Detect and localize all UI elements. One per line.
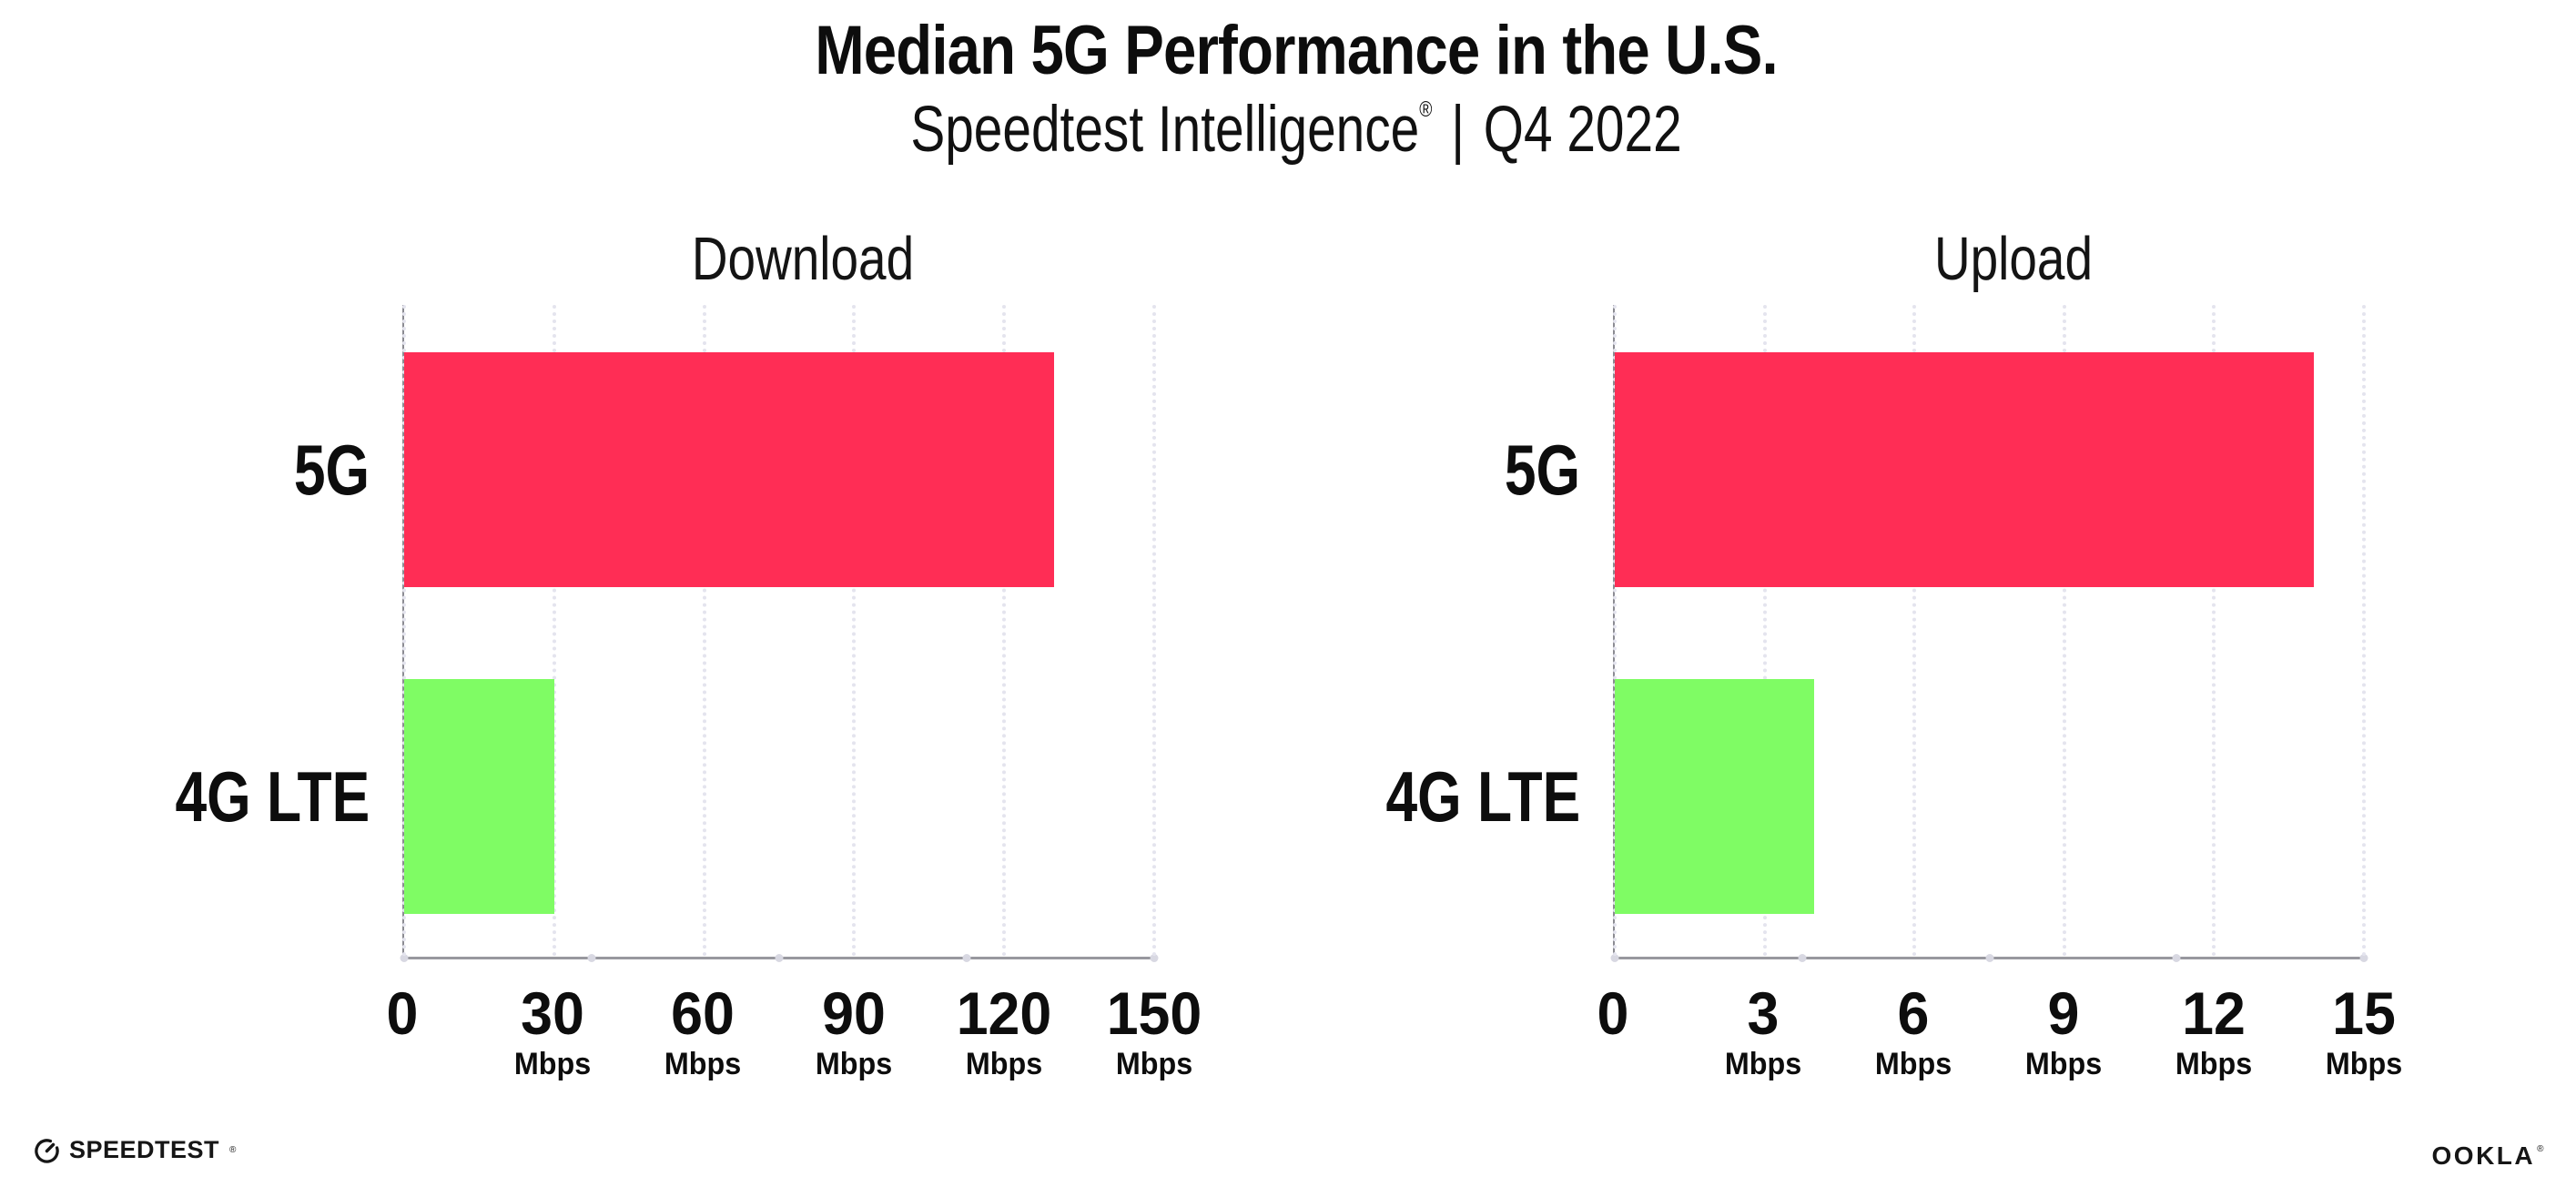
bar-4g-lte — [1615, 679, 1815, 914]
axis-tick-dot — [2359, 954, 2368, 962]
x-tick-unit: Mbps — [2024, 1047, 2103, 1081]
ookla-wordmark: OOKLA — [2431, 1141, 2536, 1170]
speedtest-wordmark: SPEEDTEST — [69, 1136, 220, 1163]
bar-5g — [404, 352, 1055, 587]
x-tick-label: 15 — [2332, 979, 2396, 1047]
x-tick-label: 30 — [521, 979, 585, 1047]
gridline-15 — [2362, 305, 2366, 957]
subtitle-brand: Speedtest Intelligence — [910, 94, 1420, 166]
chart-title-upload: Upload — [1933, 225, 2093, 293]
speedtest-registered-symbol: ® — [229, 1145, 237, 1155]
x-tick-unit: Mbps — [965, 1047, 1042, 1081]
x-tick-label: 0 — [1597, 979, 1629, 1047]
category-label-5g: 5G — [1504, 430, 1580, 510]
x-tick-label: 60 — [671, 979, 735, 1047]
ookla-logo: OOKLA ® — [2432, 1141, 2546, 1171]
x-tick-unit: Mbps — [664, 1047, 742, 1081]
speedtest-logo: SPEEDTEST ® — [33, 1136, 236, 1164]
x-tick-label: 120 — [956, 979, 1052, 1047]
axis-tick-dot — [1798, 954, 1807, 962]
gridline-60 — [702, 305, 706, 957]
x-tick-label: 0 — [386, 979, 419, 1047]
x-tick-unit: Mbps — [2325, 1047, 2403, 1081]
speedtest-gauge-icon — [35, 1139, 59, 1163]
x-tick-label: 6 — [1897, 979, 1930, 1047]
gridline-90 — [852, 305, 857, 957]
x-tick-label: 3 — [1747, 979, 1780, 1047]
subtitle-separator: | — [1451, 94, 1465, 166]
axis-tick-dot — [1150, 954, 1159, 962]
gridline-150 — [1152, 305, 1156, 957]
subtitle-period: Q4 2022 — [1483, 94, 1682, 166]
figure-subtitle: Speedtest Intelligence® | Q4 2022 — [910, 93, 1681, 167]
category-label-5g: 5G — [293, 430, 370, 510]
download-plot-area — [400, 305, 1159, 962]
gridline-30 — [552, 305, 556, 957]
axis-tick-dot — [2172, 954, 2181, 962]
gridline-0 — [1613, 305, 1617, 957]
x-tick-label: 12 — [2182, 979, 2246, 1047]
gridline-0 — [402, 305, 406, 957]
axis-tick-dot — [400, 954, 409, 962]
category-label-4g-lte: 4G LTE — [1385, 756, 1580, 837]
axis-tick-dot — [587, 954, 596, 962]
gridline-6 — [1912, 305, 1917, 957]
ookla-registered-symbol: ® — [2537, 1144, 2546, 1154]
x-tick-unit: Mbps — [1724, 1047, 1802, 1081]
upload-plot-area — [1610, 305, 2368, 962]
x-tick-unit: Mbps — [514, 1047, 592, 1081]
download-chart: Download 0 30 Mbps 60 Mbps 90 Mbps 120 Mbps 150 Mb… — [175, 228, 1202, 1080]
upload-chart: Upload 0 3 Mbps 6 Mbps 9 Mbps 12 Mbps 15 Mbps 5G 4G … — [1385, 228, 2402, 1080]
x-tick-unit: Mbps — [1115, 1047, 1193, 1081]
x-tick-label: 90 — [821, 979, 886, 1047]
category-label-4g-lte: 4G LTE — [175, 756, 370, 837]
gridline-3 — [1762, 305, 1767, 957]
x-tick-label: 150 — [1106, 979, 1202, 1047]
bar-4g-lte — [404, 679, 554, 914]
x-tick-label: 9 — [2047, 979, 2080, 1047]
axis-tick-dot — [1610, 954, 1619, 962]
figure-title: Median 5G Performance in the U.S. — [815, 12, 1778, 89]
gridline-120 — [1002, 305, 1007, 957]
x-tick-unit: Mbps — [1874, 1047, 1952, 1081]
axis-tick-dot — [962, 954, 971, 962]
gridline-9 — [2062, 305, 2066, 957]
bar-5g — [1615, 352, 2315, 587]
x-tick-unit: Mbps — [2175, 1047, 2253, 1081]
chart-title-download: Download — [691, 225, 915, 293]
registered-symbol: ® — [1419, 97, 1433, 122]
x-tick-unit: Mbps — [815, 1047, 892, 1081]
axis-tick-dot — [775, 954, 784, 962]
axis-tick-dot — [1985, 954, 1993, 962]
gridline-12 — [2212, 305, 2216, 957]
